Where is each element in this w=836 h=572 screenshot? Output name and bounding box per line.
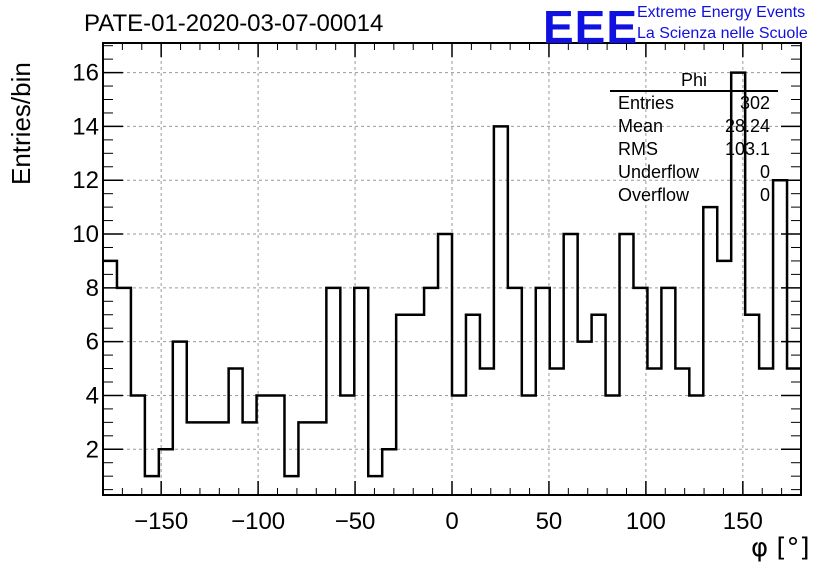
eee-logo: EEE	[543, 1, 639, 53]
y-tick-label: 4	[86, 382, 99, 409]
x-tick-label: −150	[134, 508, 188, 535]
stats-box-title: Phi	[680, 70, 707, 90]
y-axis-label: Entries/bin	[6, 62, 36, 185]
x-tick-label: 150	[723, 508, 763, 535]
stats-value-underflow: 0	[759, 162, 770, 182]
stats-label-mean: Mean	[618, 116, 664, 136]
y-tick-label: 10	[72, 221, 99, 248]
y-tick-label: 8	[86, 275, 99, 302]
stats-label-underflow: Underflow	[618, 162, 700, 182]
stats-value-rms: 103.1	[724, 139, 770, 159]
y-tick-label: 14	[72, 113, 99, 140]
y-tick-label: 16	[72, 60, 99, 87]
histogram-line	[103, 71, 801, 478]
axis-tick-labels: −150 −100 −50 0 50 100 150 2 4 6 8 10 12 14 16	[72, 60, 763, 535]
stats-label-rms: RMS	[618, 139, 658, 159]
axis-ticks	[103, 43, 801, 495]
logo-line-2: La Scienza nelle Scuole	[637, 25, 808, 42]
stats-value-entries: 302	[739, 93, 770, 113]
x-tick-label: 100	[626, 508, 666, 535]
stats-value-overflow: 0	[759, 185, 770, 205]
logo-line-1: Extreme Energy Events	[637, 4, 806, 21]
stats-label-entries: Entries	[618, 93, 675, 113]
x-tick-label: 50	[536, 508, 563, 535]
x-axis-label: φ [°]	[751, 533, 810, 563]
x-tick-label: −100	[231, 508, 285, 535]
x-tick-label: −50	[335, 508, 376, 535]
y-tick-label: 2	[86, 436, 99, 463]
x-tick-label: 0	[445, 508, 458, 535]
y-tick-label: 6	[86, 329, 99, 356]
y-tick-label: 12	[72, 167, 99, 194]
stats-label-overflow: Overflow	[618, 185, 690, 205]
run-title: PATE-01-2020-03-07-00014	[84, 10, 384, 37]
stats-value-mean: 28.24	[724, 116, 770, 136]
